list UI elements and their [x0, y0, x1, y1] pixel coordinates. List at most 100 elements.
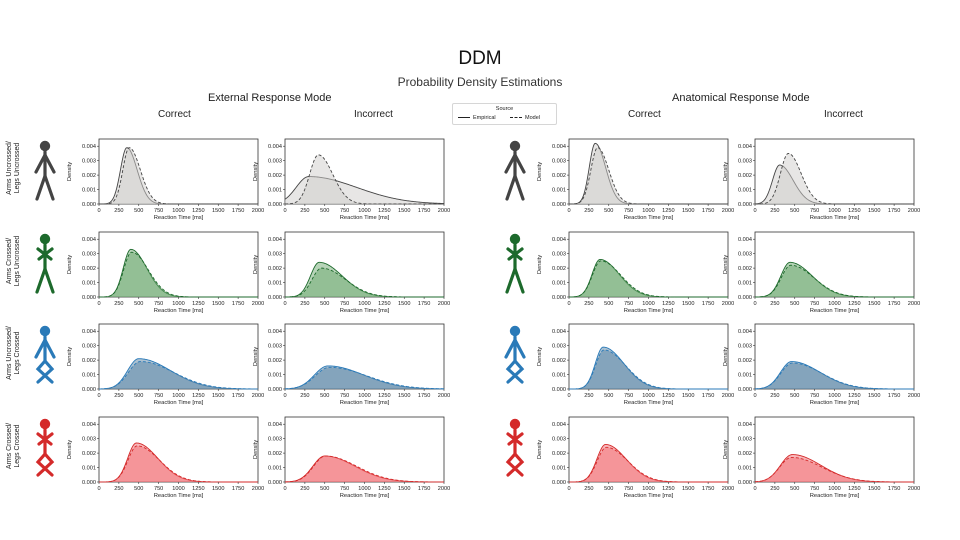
y-tick-label: 0.002 [82, 266, 96, 272]
x-tick-label: 250 [770, 208, 779, 214]
x-tick-label: 750 [340, 486, 349, 492]
x-tick-label: 250 [300, 301, 309, 307]
x-tick-label: 1000 [828, 393, 840, 399]
y-axis-label: Density [723, 255, 729, 274]
y-axis-label: Density [537, 162, 543, 181]
x-tick-label: 1750 [888, 208, 900, 214]
x-tick-label: 2000 [722, 301, 734, 307]
x-tick-label: 750 [810, 486, 819, 492]
x-tick-label: 1250 [662, 393, 674, 399]
x-tick-label: 1250 [192, 393, 204, 399]
mode-title-external: External Response Mode [208, 92, 332, 104]
y-tick-label: 0.001 [738, 373, 752, 379]
figure-head [39, 418, 51, 430]
y-tick-label: 0.000 [82, 480, 96, 486]
x-axis-label: Reaction Time [ms] [340, 493, 390, 499]
x-tick-label: 1250 [192, 208, 204, 214]
panel-row3-external-correct: 0 250 500 750 1000 1250 1500 1750 2000 0.000 0.001… [67, 416, 264, 499]
model-area [285, 367, 444, 389]
y-axis-label: Density [253, 162, 259, 181]
x-tick-label: 1500 [212, 486, 224, 492]
y-tick-label: 0.000 [738, 480, 752, 486]
x-tick-label: 0 [283, 486, 286, 492]
figure-head [509, 325, 521, 337]
figure-head [509, 233, 521, 245]
panel-row3-anatomical-incorrect: 0 250 500 750 1000 1250 1500 1750 2000 0.000 0.001… [723, 416, 920, 499]
x-tick-label: 250 [114, 486, 123, 492]
y-tick-label: 0.001 [738, 188, 752, 194]
panel-row0-anatomical-incorrect: 0 250 500 750 1000 1250 1500 1750 2000 0.000 0.001… [723, 138, 920, 221]
x-axis-label: Reaction Time [ms] [624, 493, 674, 499]
y-tick-label: 0.004 [738, 237, 752, 243]
panel-row2-external-incorrect: 0 250 500 750 1000 1250 1500 1750 2000 0.000 0.001… [253, 323, 450, 406]
panel-row1-external-correct: 0 250 500 750 1000 1250 1500 1750 2000 0.000 0.001… [67, 231, 264, 314]
x-tick-label: 250 [584, 301, 593, 307]
x-axis-label: Reaction Time [ms] [340, 308, 390, 314]
x-tick-label: 500 [790, 208, 799, 214]
x-tick-label: 750 [624, 301, 633, 307]
figure-head [509, 418, 521, 430]
x-tick-label: 1000 [642, 208, 654, 214]
panel-row2-anatomical-correct: 0 250 500 750 1000 1250 1500 1750 2000 0.000 0.001… [537, 323, 734, 406]
model-area [569, 260, 728, 297]
y-tick-label: 0.001 [82, 281, 96, 287]
x-tick-label: 0 [97, 393, 100, 399]
x-tick-label: 750 [810, 393, 819, 399]
y-axis-label: Density [67, 347, 73, 366]
column-title-anatomical-incorrect: Incorrect [824, 109, 863, 120]
y-tick-label: 0.002 [82, 451, 96, 457]
x-tick-label: 1000 [358, 393, 370, 399]
x-tick-label: 0 [567, 393, 570, 399]
y-axis-label: Density [253, 255, 259, 274]
x-tick-label: 500 [604, 486, 613, 492]
x-tick-label: 1250 [192, 301, 204, 307]
y-tick-label: 0.003 [268, 344, 282, 350]
figure-arms [34, 153, 56, 174]
x-tick-label: 0 [753, 301, 756, 307]
stick-figure-both-crossed-icon [505, 418, 525, 477]
x-tick-label: 250 [770, 486, 779, 492]
x-tick-label: 1750 [702, 208, 714, 214]
panel-row1-anatomical-correct: 0 250 500 750 1000 1250 1500 1750 2000 0.000 0.001… [537, 231, 734, 314]
x-tick-label: 1500 [398, 393, 410, 399]
legend-item-model: Model [510, 115, 540, 121]
x-tick-label: 1500 [868, 208, 880, 214]
x-tick-label: 2000 [908, 301, 920, 307]
model-area [99, 361, 258, 389]
y-tick-label: 0.000 [738, 295, 752, 301]
figure-subtitle: Probability Density Estimations [397, 75, 563, 89]
x-tick-label: 1250 [192, 486, 204, 492]
x-tick-label: 2000 [722, 208, 734, 214]
y-tick-label: 0.000 [552, 202, 566, 208]
model-area [99, 445, 258, 482]
figure-head [39, 140, 51, 152]
model-curve [754, 264, 914, 298]
x-tick-label: 750 [154, 486, 163, 492]
x-tick-label: 250 [300, 208, 309, 214]
y-axis-label: Density [253, 440, 259, 459]
x-tick-label: 1500 [398, 301, 410, 307]
y-axis-label: Density [537, 255, 543, 274]
y-tick-label: 0.004 [738, 422, 752, 428]
legend-label-empirical: Empirical [473, 115, 496, 121]
y-tick-label: 0.003 [738, 437, 752, 443]
figure-arms-crossed [506, 432, 524, 446]
model-area [285, 154, 444, 204]
x-tick-label: 0 [753, 208, 756, 214]
model-area [99, 252, 258, 297]
x-tick-label: 250 [114, 393, 123, 399]
x-tick-label: 750 [154, 301, 163, 307]
x-tick-label: 750 [624, 486, 633, 492]
model-area [285, 456, 444, 482]
x-tick-label: 250 [114, 208, 123, 214]
model-curve [569, 147, 728, 205]
x-tick-label: 750 [340, 393, 349, 399]
y-tick-label: 0.004 [82, 144, 96, 150]
y-tick-label: 0.001 [738, 281, 752, 287]
x-tick-label: 1250 [848, 301, 860, 307]
stick-figure-arms-crossed-icon [505, 233, 525, 294]
figure-legs [35, 174, 55, 201]
figure-legs-crossed [35, 359, 55, 384]
legend: Source Empirical Model [452, 103, 557, 125]
x-tick-label: 750 [810, 208, 819, 214]
